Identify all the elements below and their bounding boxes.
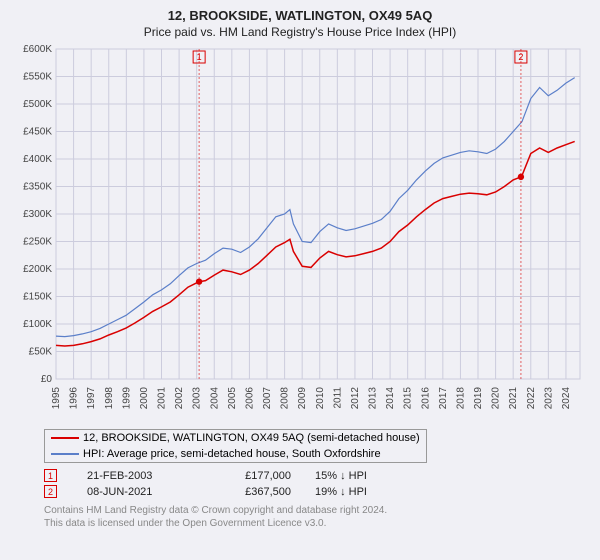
transaction-date: 08-JUN-2021 <box>87 486 197 498</box>
footer-line-1: Contains HM Land Registry data © Crown c… <box>44 504 592 517</box>
svg-text:2016: 2016 <box>420 387 431 410</box>
svg-text:2003: 2003 <box>192 387 203 410</box>
line-chart: £0 £50K £100K £150K £200K £250K £300K £350K £400… <box>8 43 592 423</box>
chart-footer: Contains HM Land Registry data © Crown c… <box>44 504 592 530</box>
transaction-marker: 1 <box>44 469 57 482</box>
svg-text:2006: 2006 <box>244 387 255 410</box>
svg-text:2013: 2013 <box>368 387 379 410</box>
legend-label: HPI: Average price, semi-detached house,… <box>83 448 381 460</box>
svg-text:2018: 2018 <box>455 387 466 410</box>
transaction-price: £367,500 <box>221 486 291 498</box>
legend-item: 12, BROOKSIDE, WATLINGTON, OX49 5AQ (sem… <box>45 430 427 447</box>
transaction-price: £177,000 <box>221 470 291 482</box>
svg-text:1996: 1996 <box>69 387 80 410</box>
svg-text:2014: 2014 <box>385 387 396 410</box>
svg-text:£50K: £50K <box>29 347 53 358</box>
svg-text:1998: 1998 <box>104 387 115 410</box>
svg-text:2004: 2004 <box>209 387 220 410</box>
transaction-marker: 2 <box>44 485 57 498</box>
legend: 12, BROOKSIDE, WATLINGTON, OX49 5AQ (sem… <box>44 429 427 463</box>
transaction-pct: 19% ↓ HPI <box>315 486 395 498</box>
svg-text:1997: 1997 <box>86 387 97 410</box>
transaction-list: 1 21-FEB-2003 £177,000 15% ↓ HPI 2 08-JUN-202… <box>44 469 592 498</box>
svg-text:£500K: £500K <box>23 99 52 110</box>
svg-text:£200K: £200K <box>23 264 52 275</box>
transaction-date: 21-FEB-2003 <box>87 470 197 482</box>
footer-line-2: This data is licensed under the Open Gov… <box>44 517 592 530</box>
legend-item: HPI: Average price, semi-detached house,… <box>45 446 427 463</box>
svg-text:2017: 2017 <box>438 387 449 410</box>
svg-text:2002: 2002 <box>174 387 185 410</box>
svg-text:2005: 2005 <box>227 387 238 410</box>
svg-text:2021: 2021 <box>508 387 519 410</box>
legend-swatch <box>51 437 79 439</box>
svg-text:2000: 2000 <box>139 387 150 410</box>
svg-text:2010: 2010 <box>315 387 326 410</box>
svg-text:£300K: £300K <box>23 209 52 220</box>
svg-text:£0: £0 <box>41 374 53 385</box>
svg-text:2024: 2024 <box>561 387 572 410</box>
svg-text:£150K: £150K <box>23 292 52 303</box>
transaction-row: 1 21-FEB-2003 £177,000 15% ↓ HPI <box>44 469 592 482</box>
svg-text:£400K: £400K <box>23 154 52 165</box>
legend-label: 12, BROOKSIDE, WATLINGTON, OX49 5AQ (sem… <box>83 432 420 444</box>
svg-text:2011: 2011 <box>332 387 343 409</box>
svg-text:1: 1 <box>197 52 202 62</box>
svg-text:2019: 2019 <box>473 387 484 410</box>
svg-text:£100K: £100K <box>23 319 52 330</box>
svg-text:1999: 1999 <box>121 387 132 410</box>
svg-text:2015: 2015 <box>403 387 414 410</box>
svg-text:£550K: £550K <box>23 72 52 83</box>
svg-text:£350K: £350K <box>23 182 52 193</box>
svg-text:2007: 2007 <box>262 387 273 410</box>
chart-container: £0 £50K £100K £150K £200K £250K £300K £350K £400… <box>8 43 592 423</box>
svg-text:2008: 2008 <box>280 387 291 410</box>
svg-text:1995: 1995 <box>51 387 62 410</box>
svg-text:2022: 2022 <box>526 387 537 410</box>
legend-swatch <box>51 453 79 455</box>
svg-text:2001: 2001 <box>157 387 168 410</box>
svg-text:£250K: £250K <box>23 237 52 248</box>
svg-text:£450K: £450K <box>23 127 52 138</box>
svg-text:£600K: £600K <box>23 44 52 55</box>
svg-text:2: 2 <box>518 52 523 62</box>
svg-text:2020: 2020 <box>491 387 502 410</box>
chart-subtitle: Price paid vs. HM Land Registry's House … <box>8 25 592 39</box>
svg-text:2009: 2009 <box>297 387 308 410</box>
svg-text:2012: 2012 <box>350 387 361 410</box>
svg-text:2023: 2023 <box>543 387 554 410</box>
transaction-row: 2 08-JUN-2021 £367,500 19% ↓ HPI <box>44 485 592 498</box>
transaction-pct: 15% ↓ HPI <box>315 470 395 482</box>
chart-title: 12, BROOKSIDE, WATLINGTON, OX49 5AQ <box>8 8 592 23</box>
